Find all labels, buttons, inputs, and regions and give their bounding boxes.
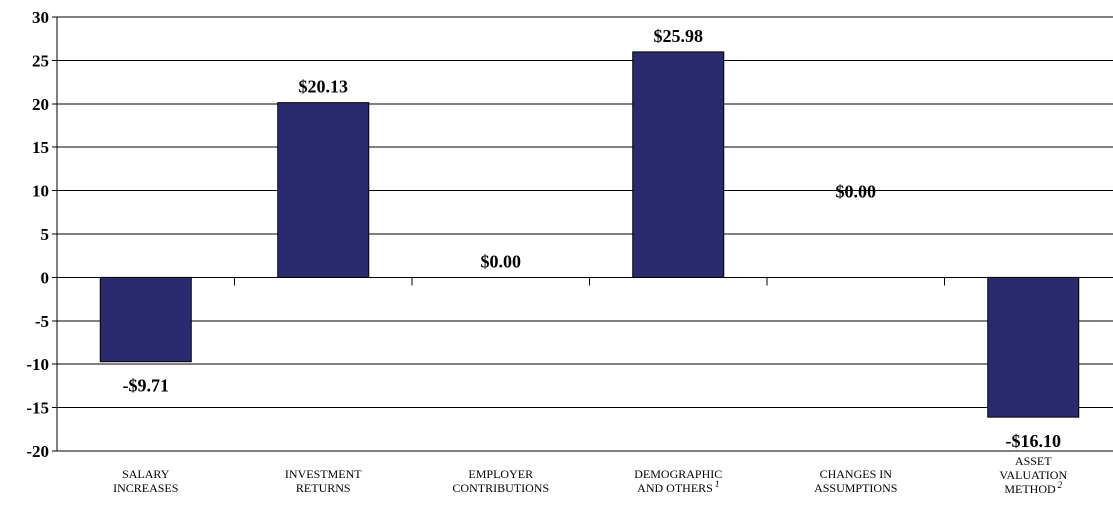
footnote-marker: 2 [1058,480,1063,490]
category-label-line: ASSET [1015,454,1052,468]
category-label-line: SALARY [122,467,170,481]
category-labels: SALARY INCREASES INVESTMENT RETURNS EMPLOYER… [113,454,1067,496]
category-label: INVESTMENT RETURNS [285,467,362,495]
bars [99,51,1080,418]
category-label-line: INVESTMENT [285,467,362,481]
bar [987,276,1080,418]
y-tick-label: 25 [32,51,49,70]
y-tick-label: 0 [41,268,50,287]
category-label-line: RETURNS [296,481,351,495]
category-label-line: METHOD [1004,482,1056,496]
data-label: $0.00 [836,182,877,202]
category-label-line: CONTRIBUTIONS [452,481,549,495]
y-tick-label: -20 [26,442,49,461]
category-label-line: AND OTHERS [637,481,713,495]
y-axis: 30 25 20 15 10 5 0 -5 -10 -15 -20 [26,8,58,461]
footnote-marker: 1 [715,479,720,489]
category-label: DEMOGRAPHIC AND OTHERS 1 [634,467,722,495]
y-tick-label: 20 [32,95,49,114]
y-tick-label: 10 [32,182,49,201]
x-axis [57,276,1113,286]
category-label-line: ASSUMPTIONS [814,481,897,495]
y-tick-label: 15 [32,138,49,157]
gridlines [57,16,1113,452]
category-label: ASSET VALUATION METHOD 2 [999,454,1067,496]
bar [277,102,370,278]
category-label-line: EMPLOYER [468,467,533,481]
category-label-line: CHANGES IN [820,467,893,481]
category-label-line: DEMOGRAPHIC [634,467,722,481]
data-label: $20.13 [299,77,349,97]
y-tick-label: 5 [41,225,50,244]
data-labels: -$9.71 $20.13 $0.00 $25.98 $0.00 -$16.10 [123,26,1062,451]
bar [632,51,725,278]
category-label: SALARY INCREASES [113,467,178,495]
y-tick-label: -5 [35,312,49,331]
data-label: -$9.71 [123,376,170,396]
category-label: EMPLOYER CONTRIBUTIONS [452,467,549,495]
category-label-line: VALUATION [999,468,1067,482]
y-tick-label: -10 [26,355,49,374]
data-label: $0.00 [481,251,522,271]
category-label: CHANGES IN ASSUMPTIONS [814,467,897,495]
y-tick-label: -15 [26,399,49,418]
category-label-line: INCREASES [113,481,178,495]
bar [99,276,192,363]
data-label: -$16.10 [1006,431,1062,451]
data-label: $25.98 [654,26,704,46]
y-tick-label: 30 [32,8,49,27]
